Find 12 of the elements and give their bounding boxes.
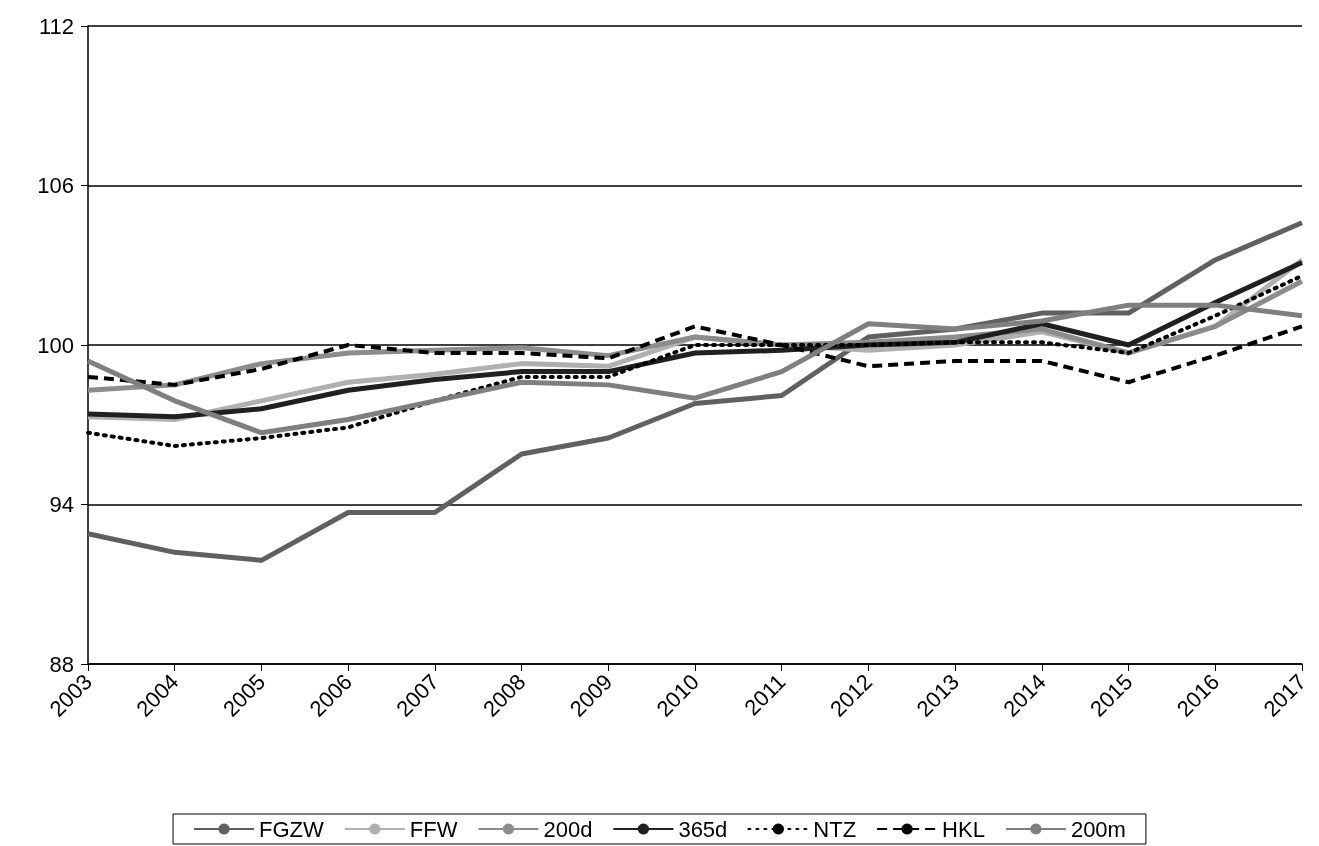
legend-label: 365d — [678, 816, 728, 842]
legend-label: FFW — [409, 816, 458, 842]
y-tick-label: 100 — [37, 332, 74, 358]
y-tick-label: 88 — [49, 651, 74, 677]
y-tick-label: 106 — [37, 173, 74, 198]
legend-label: 200m — [1070, 816, 1126, 842]
legend-label: HKL — [942, 816, 985, 842]
y-tick-label: 94 — [49, 492, 74, 517]
y-tick-label: 112 — [38, 13, 74, 39]
legend-label: FGZW — [259, 816, 325, 842]
legend-label: 200d — [543, 816, 593, 842]
legend-label: NTZ — [813, 816, 857, 842]
